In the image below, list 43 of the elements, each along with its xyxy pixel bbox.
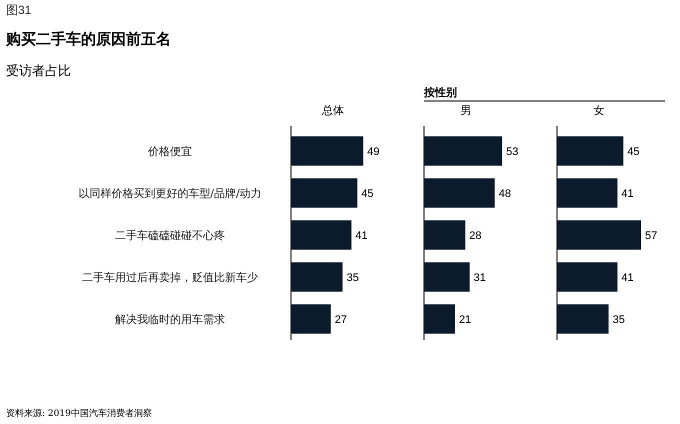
data-label: 57 [645, 230, 658, 242]
bar [424, 304, 455, 334]
text: 受访者占比 [6, 63, 71, 79]
x-axis-title: 总体 [321, 104, 344, 117]
y-tick-label: 价格便宜 [147, 144, 192, 158]
data-label: 31 [474, 272, 486, 284]
y-tick-label: 二手车磕磕碰碰不心疼 [115, 228, 225, 242]
data-label: 41 [621, 188, 634, 200]
bar [557, 262, 618, 292]
data-label: 35 [612, 314, 625, 326]
bar [557, 178, 618, 208]
data-label: 41 [355, 230, 368, 242]
bar [424, 220, 466, 250]
x-axis-title: 男 [460, 104, 472, 117]
caption: 图31 [6, 3, 32, 17]
y-tick-label: 解决我临时的用车需求 [115, 312, 225, 326]
data-label: 53 [506, 146, 518, 158]
bar [424, 262, 470, 292]
data-label: 35 [346, 272, 359, 284]
data-label: 49 [367, 146, 380, 158]
bar [291, 136, 364, 166]
bar [291, 178, 358, 208]
bar [557, 304, 609, 334]
bar [291, 304, 331, 334]
data-label: 28 [469, 230, 482, 242]
bar [291, 220, 352, 250]
data-label: 27 [334, 314, 348, 326]
data-label: 45 [627, 146, 640, 158]
text: 购买二手车的原因前五名 [5, 30, 171, 48]
x-axis-title: 女 [594, 104, 604, 117]
bar [291, 262, 343, 292]
bar [424, 136, 502, 166]
bar [424, 178, 495, 208]
data-label: 21 [458, 314, 472, 326]
data-label: 41 [621, 272, 634, 284]
bar [557, 136, 624, 166]
y-tick-label: 二手车用过后再卖掉，贬值比新车少 [82, 270, 258, 284]
bar [557, 220, 641, 250]
text: 按性别 [423, 86, 457, 99]
data-label: 45 [361, 188, 374, 200]
data-label: 48 [498, 188, 511, 200]
text: 资料来源: 2019中国汽车消费者洞察 [6, 408, 152, 419]
y-tick-label: 以同样价格买到更好的车型/品牌/动力 [78, 186, 262, 200]
